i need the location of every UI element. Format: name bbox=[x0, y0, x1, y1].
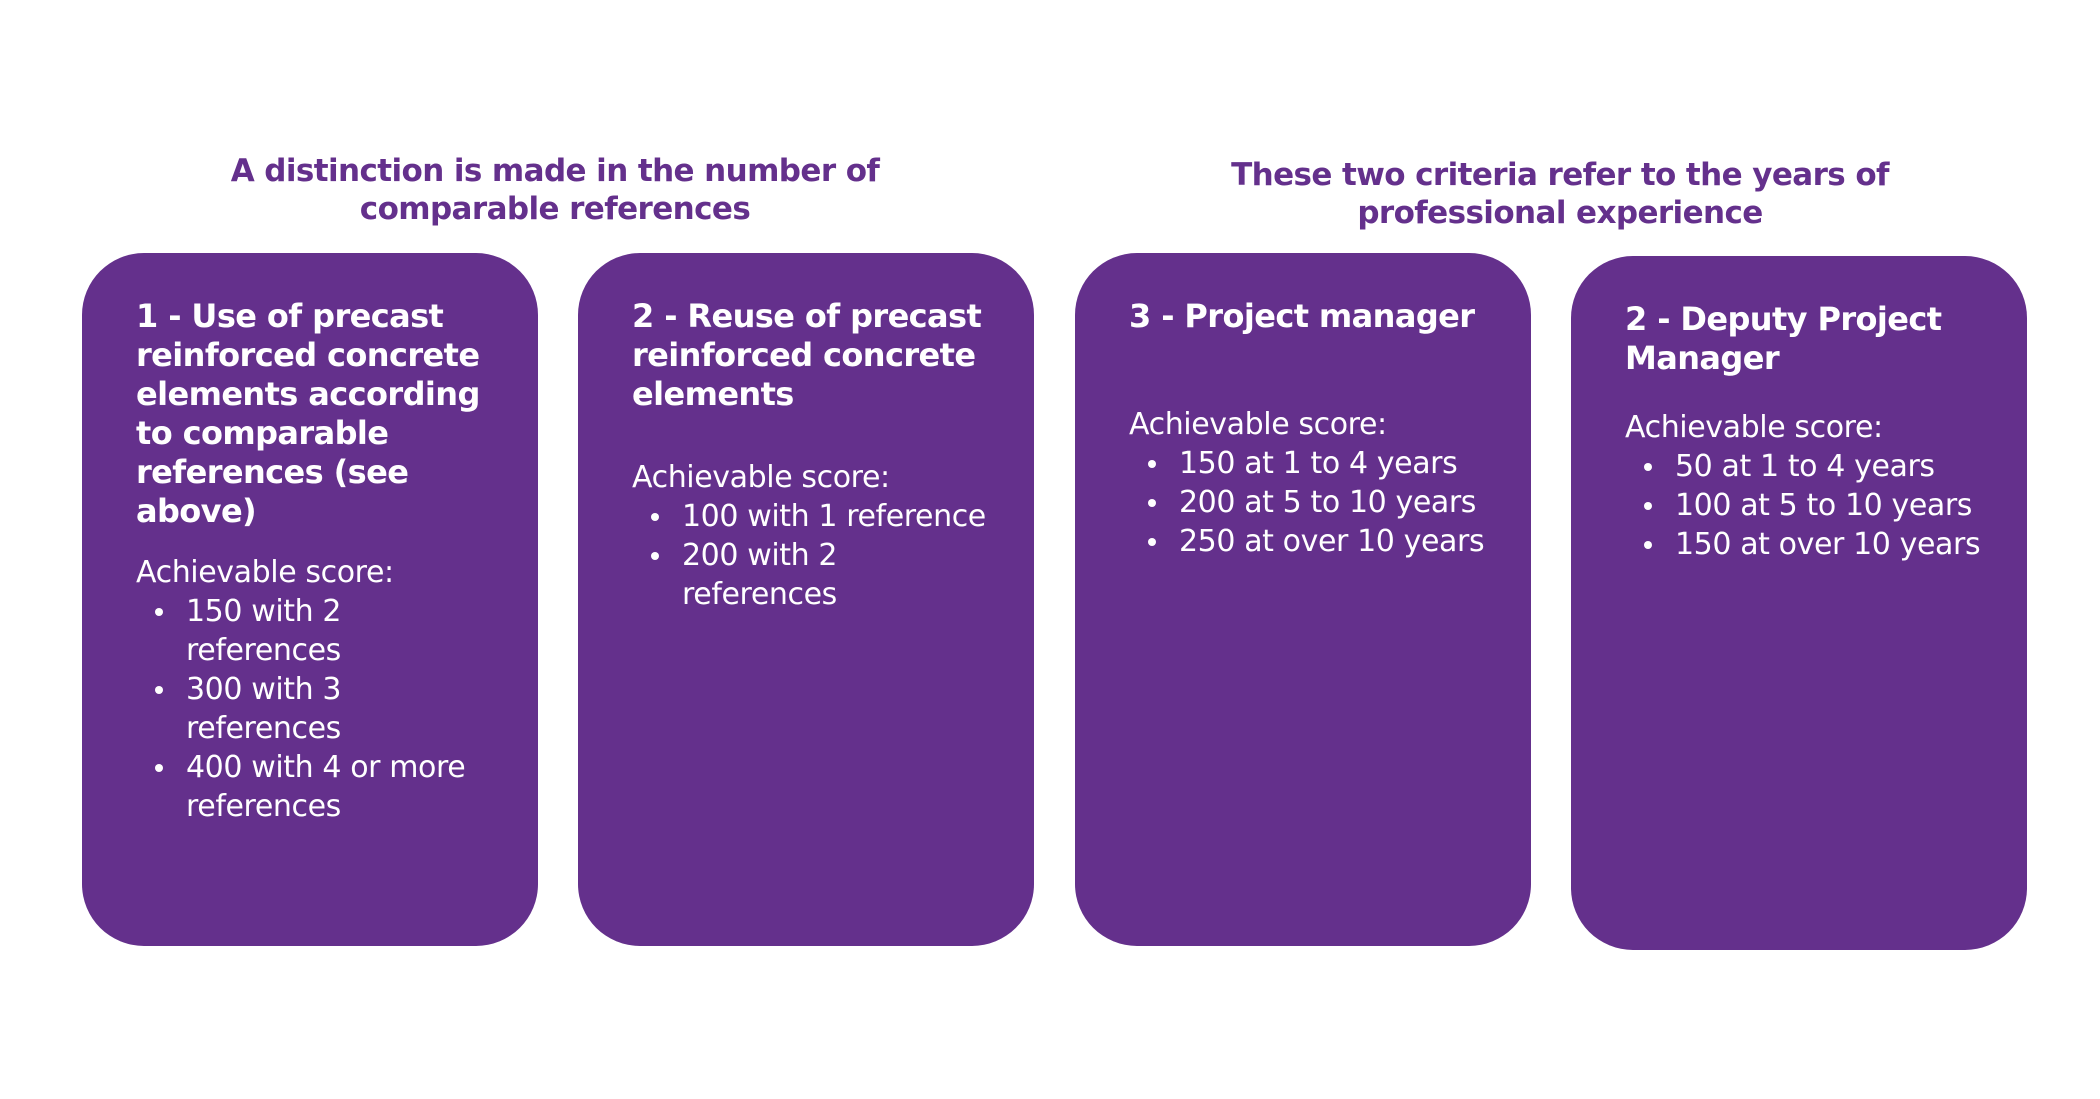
score-label: Achievable score: bbox=[136, 555, 394, 590]
bullet-icon bbox=[155, 686, 163, 694]
list-item: 100 with 1 reference bbox=[651, 497, 994, 536]
bullet-icon bbox=[1148, 499, 1156, 507]
card-project-manager: 3 - Project manager Achievable score: 15… bbox=[1075, 253, 1531, 946]
bullet-icon bbox=[651, 552, 659, 560]
heading-experience: These two criteria refer to the years of… bbox=[1231, 157, 1889, 231]
bullet-icon bbox=[155, 764, 163, 772]
list-item: 200 at 5 to 10 years bbox=[1148, 483, 1491, 522]
score-label: Achievable score: bbox=[1625, 410, 1883, 445]
bullet-icon bbox=[1644, 541, 1652, 549]
bullet-icon bbox=[1148, 538, 1156, 546]
list-item-text: 250 at over 10 years bbox=[1179, 524, 1485, 559]
list-item-text: 200 at 5 to 10 years bbox=[1179, 485, 1477, 520]
list-item: 400 with 4 or more references bbox=[155, 748, 498, 826]
list-item-text: 300 with 3 references bbox=[186, 672, 342, 746]
card-title: 2 - Reuse of precast reinforced concrete… bbox=[632, 297, 982, 413]
list-item: 50 at 1 to 4 years bbox=[1644, 447, 1987, 486]
bullet-icon bbox=[651, 513, 659, 521]
list-item-text: 100 with 1 reference bbox=[682, 499, 986, 534]
bullet-icon bbox=[1644, 463, 1652, 471]
card-title: 2 - Deputy Project Manager bbox=[1625, 300, 1942, 377]
score-label: Achievable score: bbox=[1129, 407, 1387, 442]
list-item: 100 at 5 to 10 years bbox=[1644, 486, 1987, 525]
score-list: 100 with 1 reference 200 with 2 referenc… bbox=[632, 497, 994, 614]
list-item-text: 200 with 2 references bbox=[682, 538, 838, 612]
bullet-icon bbox=[1148, 460, 1156, 468]
card-title: 1 - Use of precast reinforced concrete e… bbox=[136, 297, 480, 530]
bullet-icon bbox=[1644, 502, 1652, 510]
bullet-icon bbox=[155, 608, 163, 616]
score-list: 50 at 1 to 4 years 100 at 5 to 10 years … bbox=[1625, 447, 1987, 564]
list-item-text: 150 at over 10 years bbox=[1675, 527, 1981, 562]
list-item-text: 400 with 4 or more references bbox=[186, 750, 466, 824]
card-precast-reuse: 2 - Reuse of precast reinforced concrete… bbox=[578, 253, 1034, 946]
score-list: 150 with 2 references 300 with 3 referen… bbox=[136, 592, 498, 826]
list-item: 200 with 2 references bbox=[651, 536, 994, 614]
score-label: Achievable score: bbox=[632, 460, 890, 495]
heading-references: A distinction is made in the number of c… bbox=[230, 153, 880, 227]
list-item: 150 with 2 references bbox=[155, 592, 498, 670]
card-deputy-project-manager: 2 - Deputy Project Manager Achievable sc… bbox=[1571, 256, 2027, 950]
score-list: 150 at 1 to 4 years 200 at 5 to 10 years… bbox=[1129, 444, 1491, 561]
list-item: 150 at over 10 years bbox=[1644, 525, 1987, 564]
card-title: 3 - Project manager bbox=[1129, 297, 1475, 335]
list-item-text: 50 at 1 to 4 years bbox=[1675, 449, 1935, 484]
list-item: 250 at over 10 years bbox=[1148, 522, 1491, 561]
list-item: 150 at 1 to 4 years bbox=[1148, 444, 1491, 483]
card-precast-use: 1 - Use of precast reinforced concrete e… bbox=[82, 253, 538, 946]
list-item-text: 100 at 5 to 10 years bbox=[1675, 488, 1973, 523]
list-item-text: 150 at 1 to 4 years bbox=[1179, 446, 1458, 481]
list-item: 300 with 3 references bbox=[155, 670, 498, 748]
list-item-text: 150 with 2 references bbox=[186, 594, 342, 668]
